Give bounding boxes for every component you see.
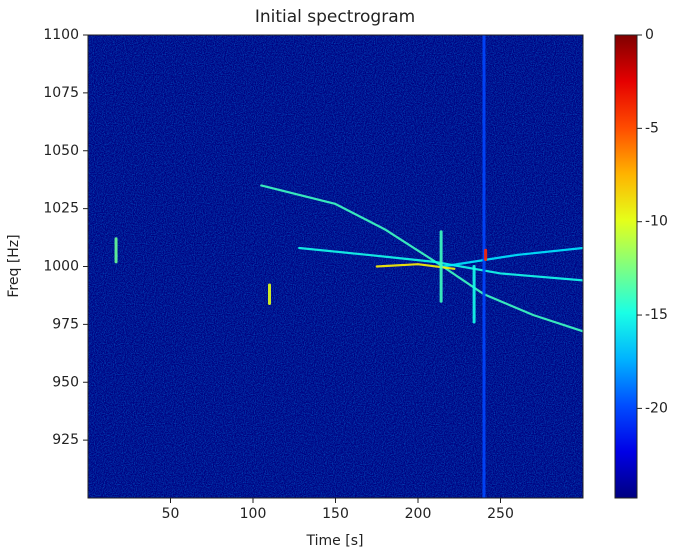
colorbar [614, 34, 638, 499]
x-tick-label: 150 [322, 506, 349, 522]
spectral-track [441, 246, 583, 268]
colorbar-tick-label: -5 [645, 120, 659, 136]
x-tick-label: 50 [162, 506, 180, 522]
colorbar-tick-label: 0 [645, 27, 654, 43]
colorbar-tick-label: -15 [645, 307, 668, 323]
x-axis-label: Time [s] [306, 533, 364, 549]
chart-title: Initial spectrogram [255, 7, 415, 27]
y-tick-label: 1025 [43, 201, 79, 217]
y-axis-label: Freq [Hz] [6, 234, 22, 297]
y-tick-label: 1100 [43, 27, 79, 43]
y-tick-label: 1000 [43, 259, 79, 275]
y-tick-label: 1050 [43, 143, 79, 159]
noise-texture [88, 35, 583, 498]
colorbar-tick-label: -10 [645, 214, 668, 230]
y-tick-label: 925 [52, 432, 79, 448]
tracks [114, 35, 583, 498]
x-tick-label: 200 [405, 506, 432, 522]
y-tick-label: 950 [52, 374, 79, 390]
y-tick-label: 975 [52, 316, 79, 332]
spectral-track [298, 246, 583, 282]
colorbar-tick-label: -20 [645, 400, 668, 416]
x-tick-label: 100 [240, 506, 267, 522]
y-tick-label: 1075 [43, 85, 79, 101]
x-tick-label: 250 [487, 506, 514, 522]
